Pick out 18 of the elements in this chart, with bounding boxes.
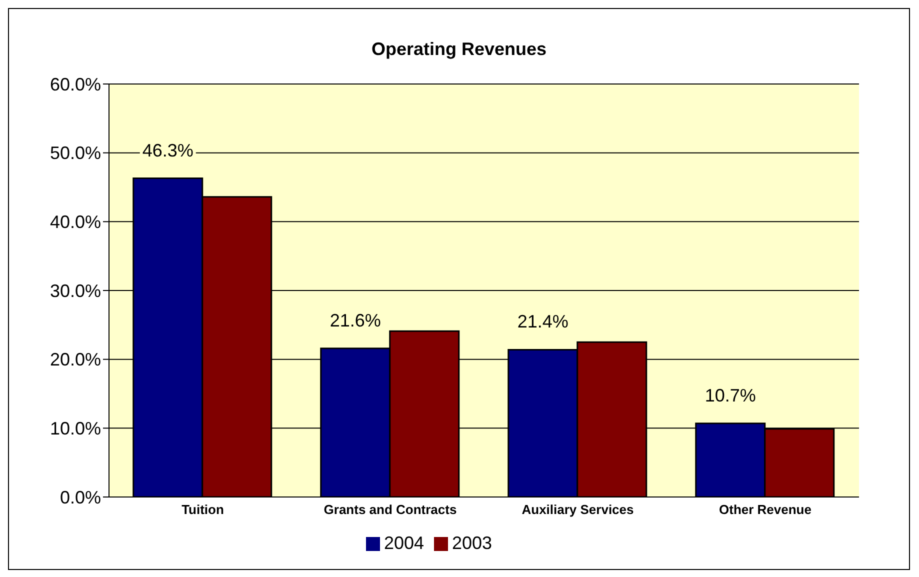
y-tick-label: 20.0% [50, 350, 101, 370]
y-tick-label: 60.0% [50, 74, 101, 94]
y-tick-label: 0.0% [60, 487, 101, 508]
x-tick-label: Grants and Contracts [324, 502, 457, 518]
y-tick-label: 50.0% [50, 143, 101, 164]
x-tick-label: Other Revenue [719, 502, 812, 518]
x-tick-label: Tuition [182, 502, 224, 518]
data-label: 21.6% [330, 310, 381, 330]
legend-label: 2003 [452, 533, 492, 553]
y-tick-label: 10.0% [50, 418, 101, 439]
x-tick-label: Auxiliary Services [522, 502, 634, 518]
data-label: 46.3% [142, 140, 194, 160]
y-tick-label: 30.0% [50, 280, 101, 301]
data-label: 10.7% [704, 385, 756, 406]
legend-label: 2004 [384, 533, 424, 553]
y-tick-label: 40.0% [50, 212, 101, 232]
chart-title: Operating Revenues [370, 39, 548, 60]
data-label: 21.4% [517, 312, 568, 332]
